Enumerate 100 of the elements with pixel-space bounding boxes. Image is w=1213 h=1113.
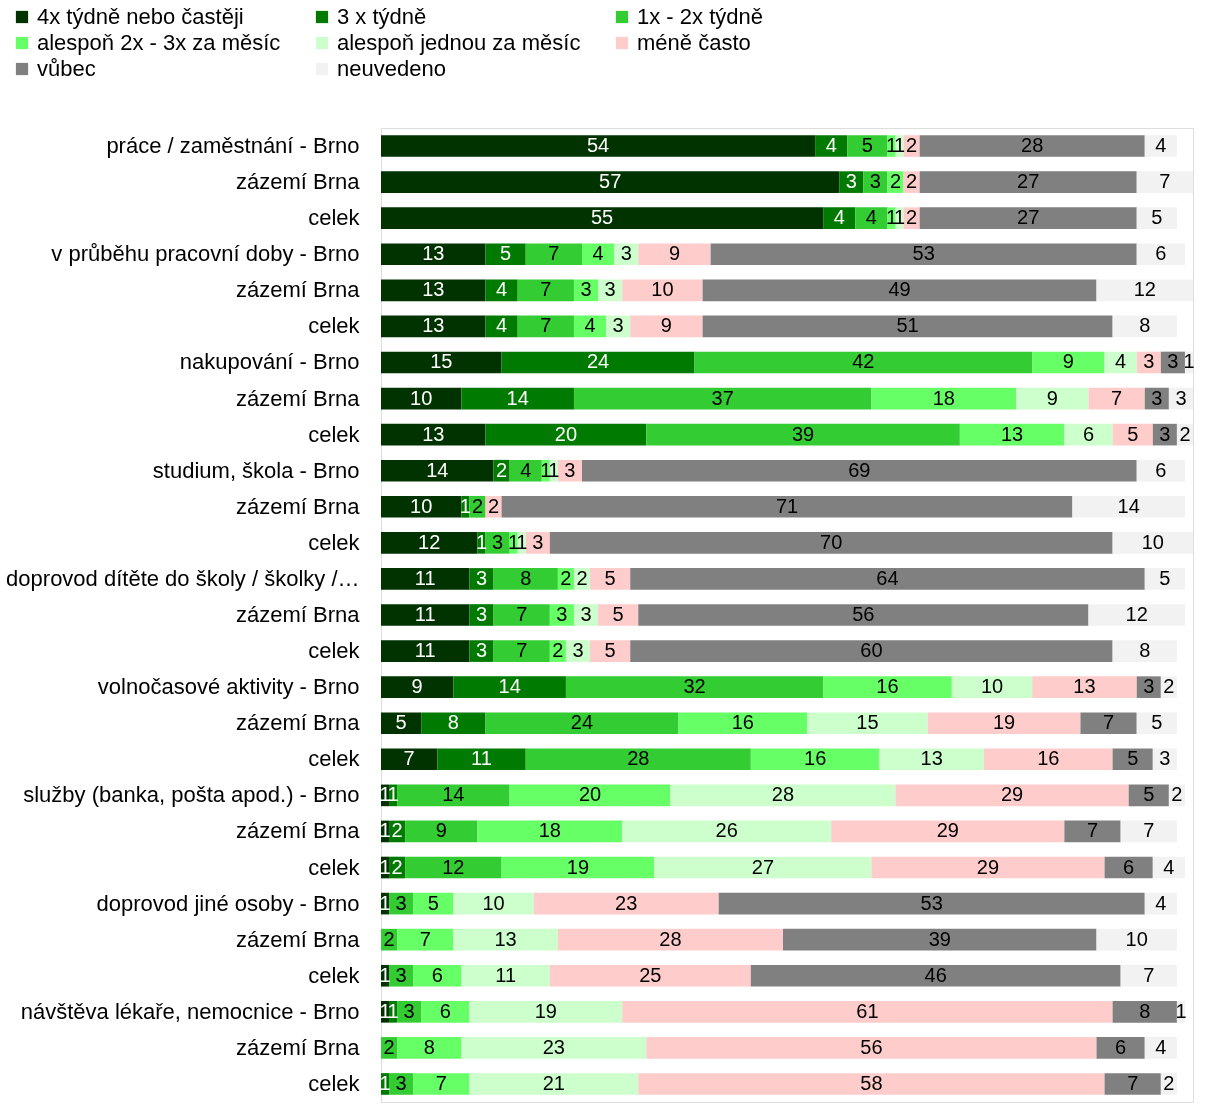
data-label: 5	[1143, 783, 1155, 806]
bar	[638, 243, 711, 266]
data-label: 5	[604, 639, 616, 662]
data-label: 60	[860, 639, 883, 662]
data-label: 27	[751, 855, 775, 878]
y-tick-label: zázemí Brna	[236, 926, 361, 952]
data-label: 5	[861, 134, 873, 157]
data-label: 4	[1155, 891, 1167, 914]
y-tick-label: celek	[308, 205, 361, 231]
bar	[590, 640, 631, 662]
data-label: 70	[820, 530, 843, 553]
legend-label: 1x - 2x týdně	[637, 4, 763, 29]
data-label: 3	[395, 891, 407, 914]
data-label: 1	[379, 819, 391, 842]
data-label: 69	[848, 458, 871, 481]
data-label: 7	[1143, 963, 1155, 986]
data-label: 2	[906, 134, 918, 157]
data-label: 5	[1127, 747, 1139, 770]
data-label: 4	[584, 314, 596, 337]
data-label: 5	[604, 566, 616, 589]
data-label: 55	[590, 206, 614, 229]
bar	[871, 856, 1105, 879]
bar	[405, 820, 478, 843]
bar	[381, 748, 438, 771]
bar	[702, 315, 1113, 338]
y-tick-label: zázemí Brna	[236, 169, 361, 195]
bar	[590, 568, 631, 590]
data-label: 10	[651, 278, 674, 301]
data-label: 2	[1179, 422, 1191, 445]
data-label: 4	[520, 458, 532, 481]
data-label: 13	[920, 747, 943, 770]
data-label: 54	[586, 134, 610, 157]
data-label: 8	[1139, 999, 1151, 1022]
bar	[381, 459, 494, 482]
y-tick-label: celek	[308, 638, 361, 664]
bar	[598, 604, 639, 626]
data-label: 11	[414, 566, 436, 589]
data-label: 9	[411, 675, 423, 698]
bar	[381, 423, 486, 446]
bar	[469, 1000, 623, 1023]
legend-label: méně často	[637, 30, 751, 55]
data-label: 6	[1082, 422, 1095, 445]
data-label: 2	[552, 639, 564, 662]
bar	[1016, 387, 1089, 410]
bar	[694, 351, 1033, 374]
data-label: 25	[639, 963, 662, 986]
data-label: 7	[1127, 1071, 1139, 1094]
data-label: 3	[475, 566, 488, 589]
data-label: 13	[422, 278, 445, 301]
bar	[525, 243, 582, 266]
data-label: 3	[1143, 675, 1155, 698]
data-label: 7	[516, 639, 528, 662]
bar	[1136, 243, 1185, 266]
bar	[485, 423, 647, 446]
data-label: 1	[540, 458, 552, 481]
data-label: 11	[471, 747, 492, 770]
data-label: 14	[498, 675, 521, 698]
data-label: 23	[615, 891, 638, 914]
data-label: 2	[560, 566, 572, 589]
data-label: 28	[771, 783, 795, 806]
bar	[469, 604, 494, 626]
data-label: 1	[379, 783, 391, 806]
data-label: 32	[683, 675, 706, 698]
data-label: 2	[383, 927, 395, 950]
bar	[919, 135, 1145, 157]
bar	[501, 495, 1073, 518]
data-label: 6	[1123, 855, 1135, 878]
bar	[919, 171, 1137, 193]
bar	[1096, 279, 1193, 302]
y-tick-label: práce / zaměstnání - Brno	[106, 133, 360, 159]
bar	[895, 784, 1129, 807]
bar	[381, 171, 840, 193]
y-tick-label: celek	[308, 421, 361, 447]
bar	[453, 928, 558, 951]
y-tick-label: nakupování - Brno	[179, 349, 360, 375]
data-label: 14	[506, 386, 529, 409]
bar	[421, 1000, 470, 1023]
data-label: 56	[860, 1035, 883, 1058]
data-label: 7	[419, 927, 431, 950]
data-label: 3	[580, 603, 592, 625]
bar	[638, 604, 1089, 626]
data-label: 6	[439, 999, 451, 1022]
data-label: 8	[1139, 639, 1151, 662]
y-tick-label: celek	[308, 313, 361, 339]
bar	[453, 676, 566, 698]
data-label: 10	[980, 675, 1004, 698]
data-label: 1	[1183, 350, 1195, 373]
bar	[1112, 532, 1193, 554]
data-label: 58	[860, 1071, 883, 1094]
data-label: 3	[395, 1071, 407, 1094]
bar	[1064, 423, 1113, 446]
bar	[927, 712, 1081, 735]
data-label: 19	[534, 999, 557, 1022]
bar	[485, 712, 679, 735]
y-tick-label: zázemí Brna	[236, 385, 361, 411]
bar	[557, 928, 783, 951]
data-label: 4	[833, 206, 845, 229]
data-label: 57	[599, 170, 622, 193]
data-label: 2	[496, 458, 508, 481]
bar	[630, 640, 1113, 662]
